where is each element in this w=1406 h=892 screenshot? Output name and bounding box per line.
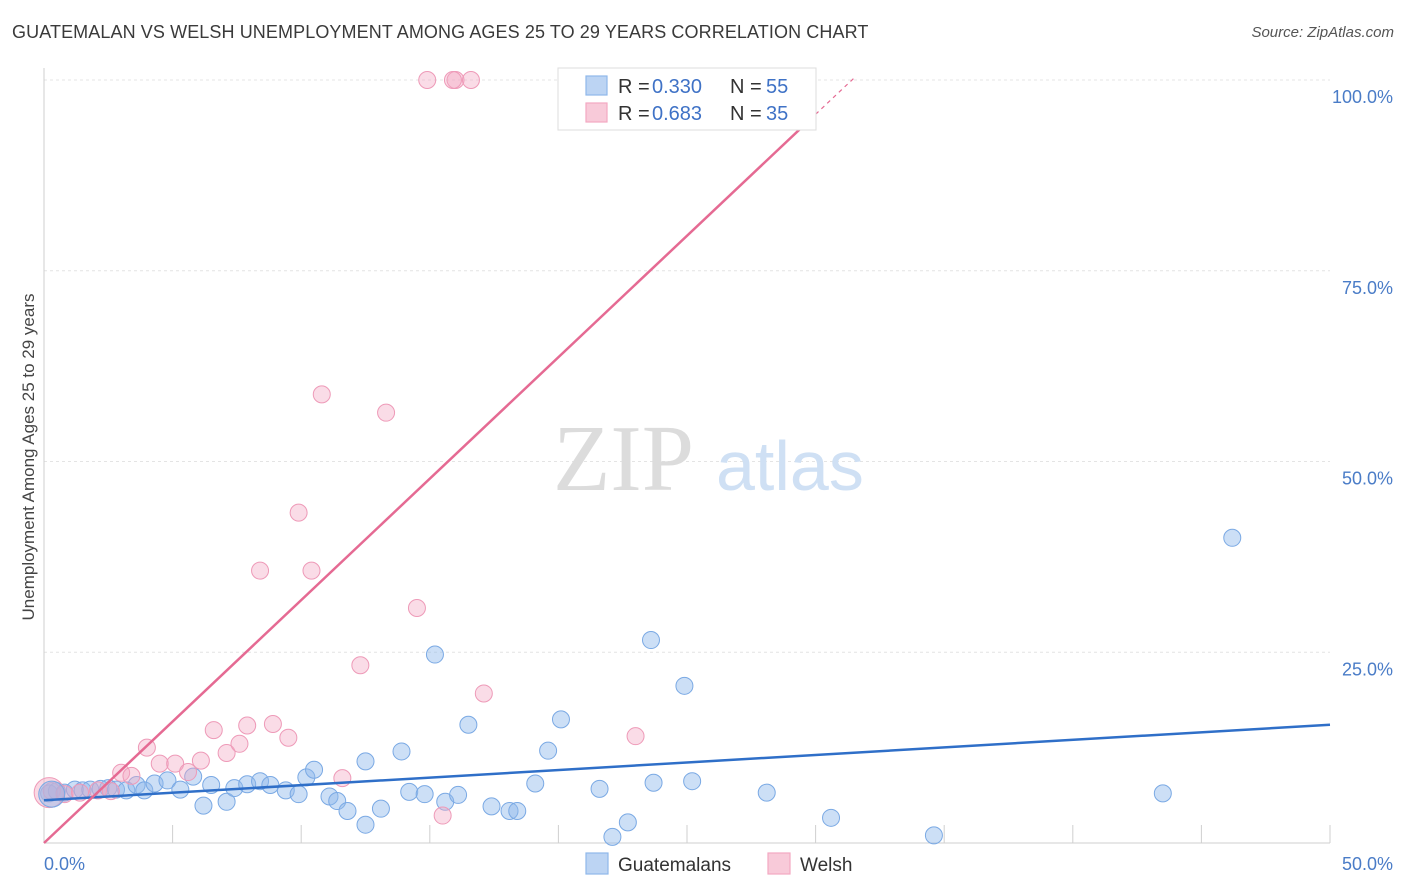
- stats-n-value-guatemalans: 55: [766, 76, 788, 98]
- trend-line-guatemalans: [43, 723, 1331, 802]
- point-welsh-32: [626, 727, 645, 746]
- y-tick-label-0: 25.0%: [1342, 659, 1393, 679]
- stats-legend-swatch-guatemalans: [585, 75, 608, 96]
- point-guatemalans-41: [500, 801, 519, 820]
- point-welsh-21: [312, 385, 331, 404]
- axes: [43, 68, 1330, 844]
- point-guatemalans-30: [356, 752, 375, 771]
- point-guatemalans-49: [641, 631, 660, 650]
- point-welsh-15: [238, 716, 257, 735]
- x-tick-label-min: 0.0%: [44, 854, 85, 874]
- point-welsh-30: [418, 71, 437, 89]
- point-welsh-11: [191, 751, 210, 770]
- point-guatemalans-47: [603, 827, 622, 846]
- legend-label-welsh: Welsh: [800, 855, 852, 876]
- point-welsh-31: [443, 71, 462, 89]
- point-welsh-20: [302, 561, 321, 580]
- point-welsh-5: [112, 763, 131, 782]
- point-welsh-24: [377, 403, 396, 422]
- point-guatemalans-57: [1223, 528, 1242, 547]
- point-guatemalans-52: [683, 772, 702, 791]
- y-axis-title: Unemployment Among Ages 25 to 29 years: [19, 294, 38, 621]
- point-welsh-23: [351, 656, 370, 675]
- point-guatemalans-44: [539, 741, 558, 760]
- y-tick-label-2: 75.0%: [1342, 278, 1393, 298]
- point-guatemalans-31: [356, 815, 375, 834]
- stats-r-label-welsh: R =: [618, 103, 650, 125]
- stats-legend: R = 0.330 N = 55 R = 0.683 N = 35: [557, 67, 817, 131]
- point-guatemalans-16: [194, 796, 213, 815]
- point-welsh-18: [279, 728, 298, 747]
- point-welsh-17: [263, 714, 282, 733]
- point-guatemalans-45: [551, 710, 570, 729]
- y-tick-label-3: 100.0%: [1332, 87, 1393, 107]
- point-guatemalans-24: [289, 785, 308, 804]
- point-guatemalans-43: [526, 774, 545, 793]
- point-guatemalans-32: [371, 799, 390, 818]
- stats-legend-swatch-welsh: [585, 102, 608, 123]
- point-guatemalans-54: [822, 808, 841, 827]
- point-guatemalans-56: [1153, 784, 1172, 803]
- point-guatemalans-13: [158, 771, 177, 790]
- point-welsh-19: [289, 503, 308, 522]
- point-guatemalans-51: [675, 676, 694, 695]
- point-guatemalans-21: [251, 772, 270, 791]
- series-legend: Guatemalans Welsh: [585, 852, 852, 876]
- x-tick-label-max: 50.0%: [1342, 854, 1393, 874]
- stats-r-value-welsh: 0.683: [652, 103, 702, 125]
- point-welsh-9: [166, 754, 185, 773]
- point-welsh-26: [433, 806, 452, 825]
- stats-r-value-guatemalans: 0.330: [652, 76, 702, 98]
- point-welsh-8: [150, 754, 169, 773]
- point-guatemalans-55: [924, 826, 943, 845]
- watermark-atlas: atlas: [716, 427, 864, 505]
- point-guatemalans-26: [305, 760, 324, 779]
- point-guatemalans-48: [618, 813, 637, 832]
- point-guatemalans-50: [644, 773, 663, 792]
- point-guatemalans-33: [392, 742, 411, 761]
- watermark-zip: ZIP: [553, 407, 694, 511]
- point-welsh-29: [474, 684, 493, 703]
- point-guatemalans-38: [449, 785, 468, 804]
- legend-swatch-guatemalans: [585, 852, 609, 875]
- x-tick-labels: 0.0% 50.0%: [44, 854, 1393, 874]
- stats-n-label-welsh: N =: [730, 103, 762, 125]
- legend-swatch-welsh: [767, 852, 791, 875]
- point-guatemalans-40: [482, 797, 501, 816]
- legend-label-guatemalans: Guatemalans: [618, 855, 731, 876]
- point-guatemalans-39: [459, 715, 478, 734]
- point-guatemalans-36: [425, 645, 444, 664]
- point-welsh-14: [230, 734, 249, 753]
- point-guatemalans-42: [508, 801, 527, 820]
- point-welsh-10: [179, 763, 198, 782]
- point-welsh-13: [217, 743, 236, 762]
- chart-source: Source: ZipAtlas.com: [1251, 24, 1394, 41]
- point-guatemalans-14: [171, 780, 190, 799]
- point-guatemalans-cluster: [38, 780, 66, 808]
- point-guatemalans-35: [415, 785, 434, 804]
- trend-line-welsh-extension: [815, 77, 855, 115]
- point-welsh-28: [461, 71, 480, 89]
- point-welsh-12: [204, 721, 223, 740]
- stats-r-label-guatemalans: R =: [618, 76, 650, 98]
- point-guatemalans-29: [338, 801, 357, 820]
- point-welsh-16: [251, 561, 270, 580]
- watermark: ZIP atlas: [553, 407, 864, 511]
- point-guatemalans-53: [757, 783, 776, 802]
- point-welsh-25: [407, 598, 426, 617]
- y-tick-label-1: 50.0%: [1342, 469, 1393, 489]
- point-guatemalans-46: [590, 779, 609, 798]
- stats-n-value-welsh: 35: [766, 103, 788, 125]
- point-guatemalans-22: [261, 776, 280, 795]
- point-guatemalans-18: [217, 792, 236, 811]
- stats-n-label-guatemalans: N =: [730, 76, 762, 98]
- trend-line-welsh: [43, 113, 817, 844]
- trend-lines: [43, 77, 1331, 844]
- y-tick-labels: 25.0% 50.0% 75.0% 100.0%: [1332, 87, 1393, 679]
- point-welsh-6: [122, 766, 141, 785]
- point-guatemalans-34: [400, 782, 419, 801]
- chart-title: GUATEMALAN VS WELSH UNEMPLOYMENT AMONG A…: [12, 22, 869, 42]
